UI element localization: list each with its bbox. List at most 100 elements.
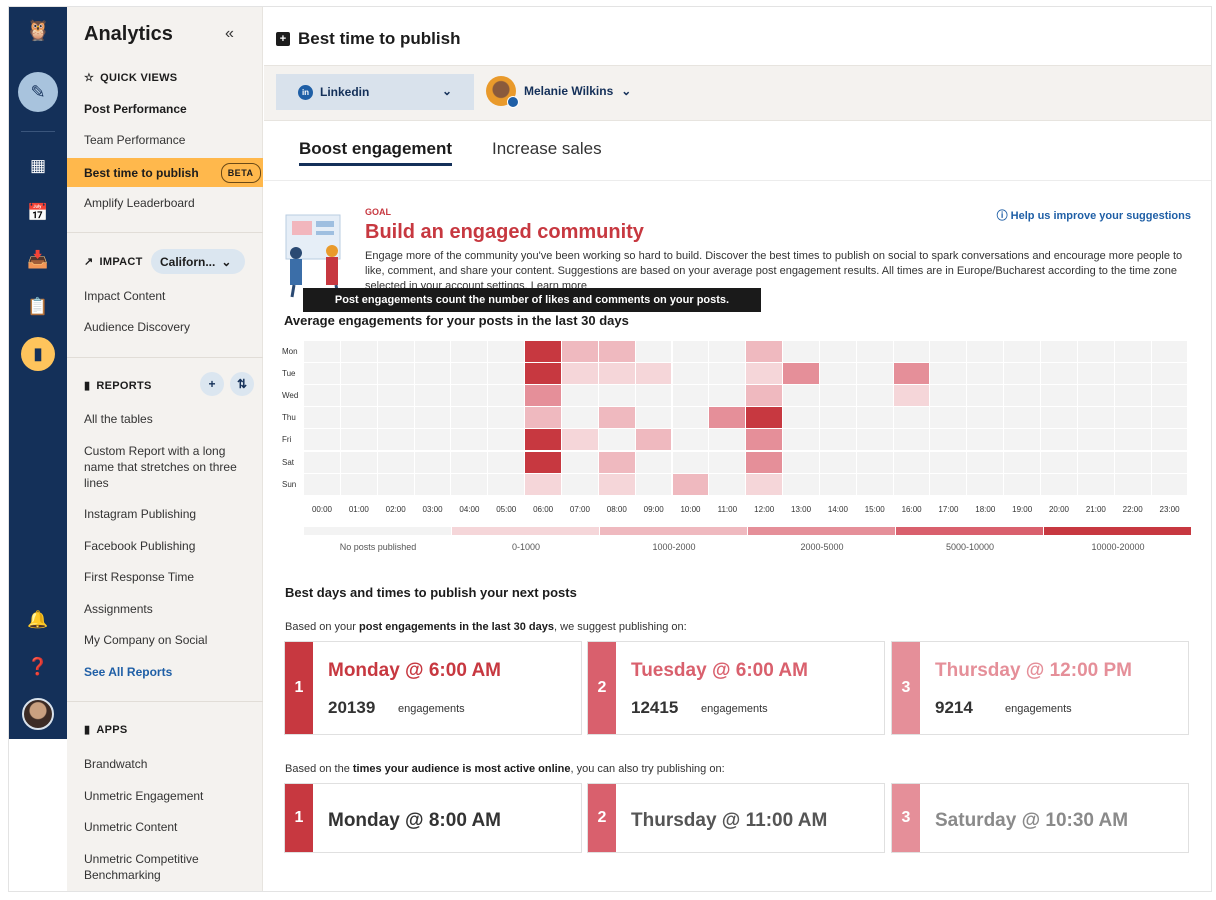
help-improve-link[interactable]: ⓘ Help us improve your suggestions bbox=[996, 210, 1191, 222]
heatmap-cell[interactable] bbox=[525, 429, 561, 451]
sidebar-item-custom-report[interactable]: Custom Report with a long name that stre… bbox=[84, 444, 237, 490]
heatmap-cell[interactable] bbox=[525, 407, 561, 429]
heatmap-cell[interactable] bbox=[488, 385, 525, 407]
heatmap-cell[interactable] bbox=[414, 385, 451, 407]
heatmap-cell[interactable] bbox=[1151, 407, 1188, 429]
sidebar-item-audience-discovery[interactable]: Audience Discovery bbox=[84, 320, 191, 334]
heatmap-cell[interactable] bbox=[451, 407, 488, 429]
heatmap-cell[interactable] bbox=[709, 385, 746, 407]
heatmap-cell[interactable] bbox=[819, 341, 856, 363]
heatmap-cell[interactable] bbox=[525, 385, 561, 407]
heatmap-cell[interactable] bbox=[304, 451, 340, 473]
heatmap-cell[interactable] bbox=[377, 429, 414, 451]
heatmap-cell[interactable] bbox=[304, 363, 340, 385]
heatmap-cell[interactable] bbox=[1041, 407, 1077, 429]
heatmap-cell[interactable] bbox=[635, 385, 672, 407]
heatmap-cell[interactable] bbox=[340, 385, 377, 407]
heatmap-cell[interactable] bbox=[451, 451, 488, 473]
add-report-button[interactable]: + bbox=[200, 372, 224, 396]
heatmap-cell[interactable] bbox=[709, 363, 746, 385]
heatmap-cell[interactable] bbox=[672, 385, 709, 407]
suggestion-card[interactable]: 1 Monday @ 6:00 AM 20139 engagements bbox=[284, 641, 582, 735]
heatmap-cell[interactable] bbox=[561, 429, 598, 451]
heatmap-cell[interactable] bbox=[819, 385, 856, 407]
heatmap-cell[interactable] bbox=[672, 429, 709, 451]
heatmap-cell[interactable] bbox=[819, 407, 856, 429]
heatmap-cell[interactable] bbox=[488, 363, 525, 385]
profile-dropdown[interactable]: Melanie Wilkins ⌄ bbox=[486, 76, 631, 108]
heatmap-cell[interactable] bbox=[930, 407, 967, 429]
dashboard-icon[interactable]: ▦ bbox=[29, 156, 47, 175]
heatmap-cell[interactable] bbox=[525, 473, 561, 495]
heatmap-cell[interactable] bbox=[783, 473, 819, 495]
heatmap-cell[interactable] bbox=[414, 363, 451, 385]
heatmap-cell[interactable] bbox=[451, 473, 488, 495]
heatmap-cell[interactable] bbox=[1077, 451, 1114, 473]
heatmap-cell[interactable] bbox=[967, 451, 1004, 473]
see-all-reports-link[interactable]: See All Reports bbox=[84, 665, 173, 679]
heatmap-cell[interactable] bbox=[377, 385, 414, 407]
heatmap-cell[interactable] bbox=[930, 363, 967, 385]
heatmap-cell[interactable] bbox=[746, 407, 783, 429]
bell-icon[interactable]: 🔔 bbox=[27, 610, 49, 629]
heatmap-cell[interactable] bbox=[340, 429, 377, 451]
heatmap-cell[interactable] bbox=[930, 429, 967, 451]
heatmap-cell[interactable] bbox=[856, 341, 893, 363]
analytics-icon[interactable]: ▮ bbox=[9, 337, 67, 371]
heatmap-cell[interactable] bbox=[893, 341, 930, 363]
heatmap-cell[interactable] bbox=[635, 341, 672, 363]
sidebar-item-instagram[interactable]: Instagram Publishing bbox=[84, 507, 197, 521]
heatmap-cell[interactable] bbox=[1004, 363, 1040, 385]
inbox-icon[interactable]: 📥 bbox=[27, 250, 49, 269]
suggestion-card[interactable]: 2 Tuesday @ 6:00 AM 12415 engagements bbox=[587, 641, 885, 735]
heatmap-cell[interactable] bbox=[340, 473, 377, 495]
sidebar-item-first-response[interactable]: First Response Time bbox=[84, 570, 195, 584]
heatmap-cell[interactable] bbox=[819, 451, 856, 473]
heatmap-cell[interactable] bbox=[709, 429, 746, 451]
heatmap-cell[interactable] bbox=[340, 407, 377, 429]
heatmap-cell[interactable] bbox=[783, 429, 819, 451]
heatmap-cell[interactable] bbox=[783, 385, 819, 407]
heatmap-cell[interactable] bbox=[451, 363, 488, 385]
user-avatar[interactable] bbox=[9, 698, 67, 730]
heatmap-cell[interactable] bbox=[635, 473, 672, 495]
heatmap-cell[interactable] bbox=[488, 473, 525, 495]
collapse-icon[interactable]: « bbox=[225, 25, 234, 42]
heatmap-cell[interactable] bbox=[1077, 363, 1114, 385]
heatmap-cell[interactable] bbox=[930, 341, 967, 363]
sidebar-item-team-performance[interactable]: Team Performance bbox=[84, 133, 186, 147]
heatmap-cell[interactable] bbox=[672, 341, 709, 363]
heatmap-cell[interactable] bbox=[525, 451, 561, 473]
heatmap-cell[interactable] bbox=[414, 451, 451, 473]
heatmap-cell[interactable] bbox=[340, 451, 377, 473]
heatmap-cell[interactable] bbox=[967, 407, 1004, 429]
heatmap-cell[interactable] bbox=[1077, 429, 1114, 451]
owl-logo-icon[interactable]: 🦉 bbox=[25, 19, 51, 42]
heatmap-cell[interactable] bbox=[1004, 451, 1040, 473]
suggestion-card[interactable]: 2 Thursday @ 11:00 AM bbox=[587, 783, 885, 853]
heatmap-cell[interactable] bbox=[893, 451, 930, 473]
heatmap-cell[interactable] bbox=[1151, 451, 1188, 473]
heatmap-cell[interactable] bbox=[635, 429, 672, 451]
heatmap-cell[interactable] bbox=[377, 341, 414, 363]
heatmap-cell[interactable] bbox=[709, 473, 746, 495]
heatmap-cell[interactable] bbox=[967, 341, 1004, 363]
heatmap-cell[interactable] bbox=[1004, 429, 1040, 451]
heatmap-cell[interactable] bbox=[1041, 473, 1077, 495]
heatmap-cell[interactable] bbox=[304, 473, 340, 495]
heatmap-cell[interactable] bbox=[304, 429, 340, 451]
heatmap-cell[interactable] bbox=[1151, 429, 1188, 451]
heatmap-cell[interactable] bbox=[893, 385, 930, 407]
heatmap-cell[interactable] bbox=[783, 363, 819, 385]
heatmap-cell[interactable] bbox=[672, 473, 709, 495]
heatmap-cell[interactable] bbox=[635, 407, 672, 429]
heatmap-cell[interactable] bbox=[1077, 385, 1114, 407]
heatmap-cell[interactable] bbox=[967, 473, 1004, 495]
heatmap-cell[interactable] bbox=[451, 429, 488, 451]
calendar-icon[interactable]: 📅 bbox=[27, 203, 49, 222]
heatmap-cell[interactable] bbox=[893, 363, 930, 385]
compose-icon[interactable]: ✎ bbox=[9, 72, 67, 112]
heatmap-cell[interactable] bbox=[893, 407, 930, 429]
heatmap-cell[interactable] bbox=[856, 473, 893, 495]
heatmap-cell[interactable] bbox=[598, 407, 635, 429]
